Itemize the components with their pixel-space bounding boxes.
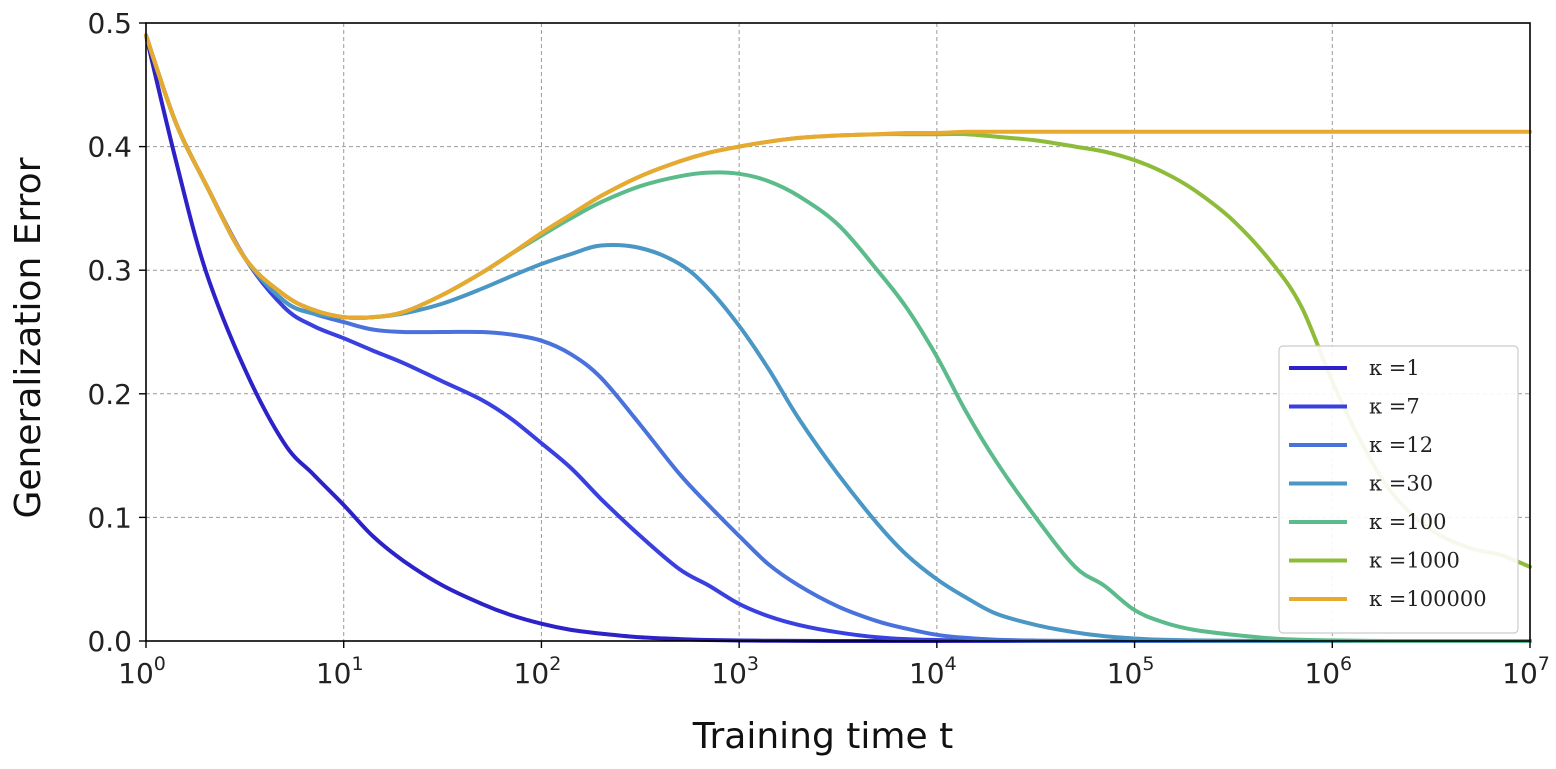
y-axis-title: Generalization Error: [8, 157, 49, 518]
legend-label: κ =100000: [1369, 587, 1487, 611]
y-axis-ticks: 0.0 0.1 0.2 0.3 0.4 0.5: [87, 7, 146, 658]
x-tick-label: 107: [1502, 653, 1550, 690]
x-tick-label: 103: [711, 653, 759, 690]
legend-label: κ =7: [1369, 395, 1420, 419]
x-axis-ticks: 100 101 102 103 104 105 106 107: [118, 641, 1550, 690]
legend-label: κ =12: [1369, 433, 1433, 457]
y-tick-label: 0.4: [87, 131, 132, 164]
legend: κ =1 κ =7 κ =12 κ =30 κ =100 κ =1000 κ =100000: [1278, 345, 1519, 634]
y-tick-label: 0.2: [87, 378, 132, 411]
y-tick-label: 0.1: [87, 501, 132, 534]
x-tick-label: 106: [1304, 653, 1352, 690]
x-tick-label: 104: [909, 653, 957, 690]
x-tick-label: 100: [118, 653, 166, 690]
plot-frame: [145, 22, 1531, 642]
legend-label: κ =1: [1369, 356, 1420, 380]
x-tick-label: 102: [514, 653, 562, 690]
y-tick-label: 0.0: [87, 625, 132, 658]
x-axis-title: Training time t: [692, 716, 953, 757]
x-tick-label: 101: [316, 653, 364, 690]
y-tick-label: 0.5: [87, 7, 132, 40]
legend-label: κ =1000: [1369, 549, 1460, 573]
legend-label: κ =100: [1369, 510, 1446, 534]
legend-label: κ =30: [1369, 472, 1433, 496]
x-tick-label: 105: [1107, 653, 1155, 690]
series-line-6: [144, 33, 1532, 320]
y-tick-label: 0.3: [87, 254, 132, 287]
